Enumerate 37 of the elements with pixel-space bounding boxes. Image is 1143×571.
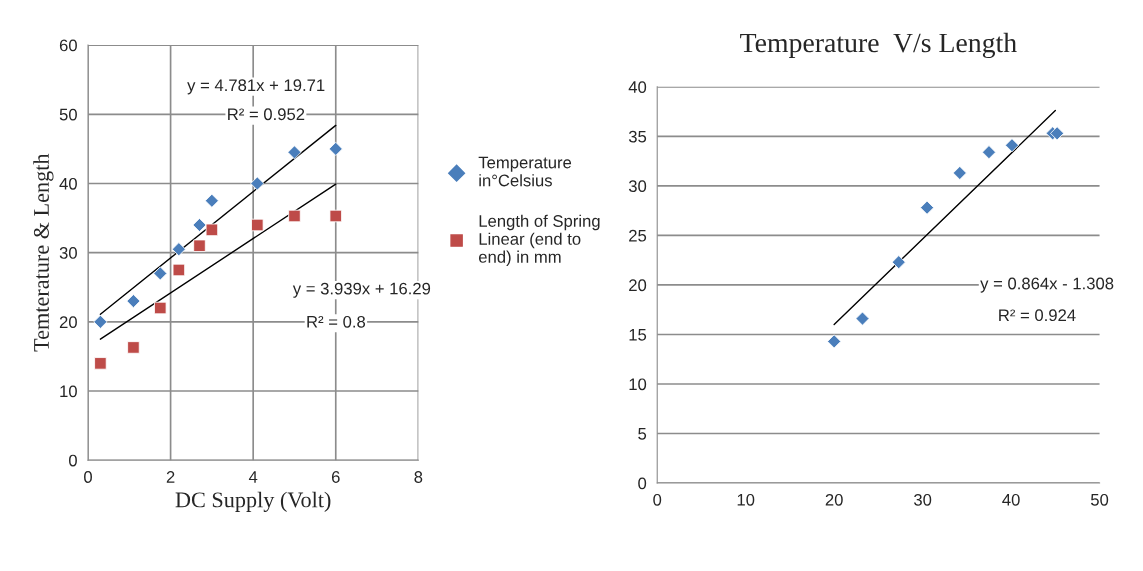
- y-tick-label: 25: [629, 229, 647, 242]
- x-tick-label: 4: [248, 471, 258, 483]
- y-tick-label: 15: [629, 329, 647, 341]
- y-tick-label: 35: [628, 130, 647, 143]
- x-tick-label: 0: [653, 493, 662, 506]
- x-tick-label: 2: [166, 471, 175, 483]
- x-tick-label: 8: [414, 471, 423, 483]
- annotation: y = 4.781x + 19.71: [187, 79, 325, 95]
- y-axis-title: Temterature & Length: [33, 153, 54, 352]
- chart-title: Temperature V/s Length: [740, 32, 1017, 59]
- x-axis-title: DC Supply (Volt): [175, 491, 331, 512]
- annotation: R² = 0.952: [228, 108, 305, 121]
- y-tick-label: 40: [628, 81, 647, 93]
- y-tick-label: 5: [638, 428, 647, 440]
- x-tick-label: 20: [825, 493, 843, 506]
- x-tick-label: 40: [1002, 493, 1020, 506]
- x-tick-label: 6: [331, 471, 340, 483]
- legend-label: Temperature in°Celsius: [478, 156, 572, 187]
- annotation: y = 0.864x - 1.308: [980, 277, 1114, 293]
- y-tick-label: 30: [59, 247, 77, 259]
- y-tick-label: 20: [59, 316, 77, 329]
- x-tick-label: 50: [1090, 493, 1109, 506]
- x-tick-label: 10: [737, 493, 755, 506]
- annotation: y = 3.939x + 16.29: [292, 282, 431, 298]
- y-tick-label: 10: [60, 385, 77, 398]
- y-tick-label: 30: [628, 180, 647, 193]
- legend-label: Length of Spring Linear (end to end) in mm: [478, 214, 600, 267]
- x-tick-label: 30: [914, 493, 932, 506]
- annotation: R² = 0.8: [307, 315, 366, 328]
- y-tick-label: 60: [59, 39, 77, 52]
- y-tick-label: 40: [59, 177, 77, 190]
- y-tick-label: 10: [629, 378, 647, 391]
- y-tick-label: 20: [629, 279, 647, 292]
- y-tick-label: 50: [59, 108, 77, 121]
- x-tick-label: 0: [84, 471, 92, 483]
- y-tick-label: 0: [68, 454, 77, 467]
- annotation: R² = 0.924: [999, 309, 1076, 322]
